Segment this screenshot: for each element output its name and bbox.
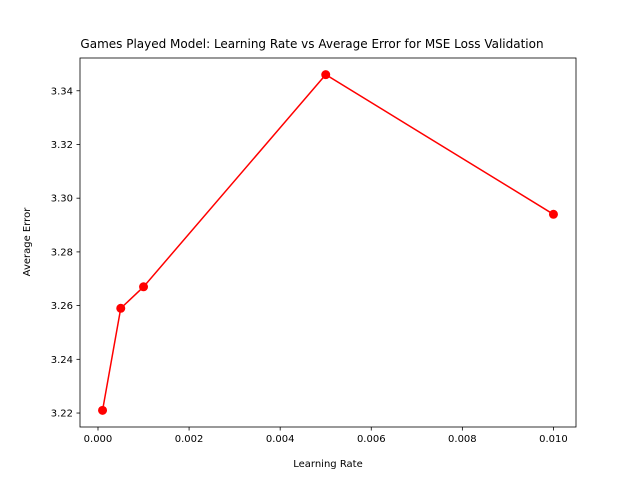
y-tick-label: 3.34	[51, 86, 73, 97]
series-line	[101, 73, 554, 411]
y-tick-label: 3.30	[51, 194, 73, 205]
series-layer	[98, 70, 558, 415]
data-point	[139, 282, 149, 292]
y-tick-label: 3.28	[51, 247, 73, 258]
y-tick-label: 3.26	[51, 301, 73, 312]
x-axis-label: Learning Rate	[293, 459, 363, 470]
plot-border	[79, 57, 577, 428]
data-point	[321, 70, 331, 80]
x-tick-label: 0.008	[448, 434, 477, 445]
x-tick-label: 0.002	[175, 434, 204, 445]
data-point	[98, 405, 108, 415]
x-tick-label: 0.000	[84, 434, 113, 445]
chart-title: Games Played Model: Learning Rate vs Ave…	[80, 37, 543, 51]
x-axis-ticks: 0.000 0.002 0.004 0.006 0.008 0.010	[84, 427, 568, 445]
y-tick-label: 3.32	[51, 140, 73, 151]
y-tick-label: 3.22	[51, 409, 73, 420]
x-tick-label: 0.006	[357, 434, 386, 445]
x-tick-label: 0.004	[266, 434, 295, 445]
data-point	[116, 303, 126, 313]
plot-area	[79, 57, 577, 428]
data-point	[548, 209, 558, 219]
y-axis-label: Average Error	[22, 207, 33, 277]
y-axis-ticks: 3.22 3.24 3.26 3.28 3.30 3.32 3.34	[51, 86, 80, 420]
x-tick-label: 0.010	[539, 434, 568, 445]
y-tick-label: 3.24	[51, 355, 73, 366]
